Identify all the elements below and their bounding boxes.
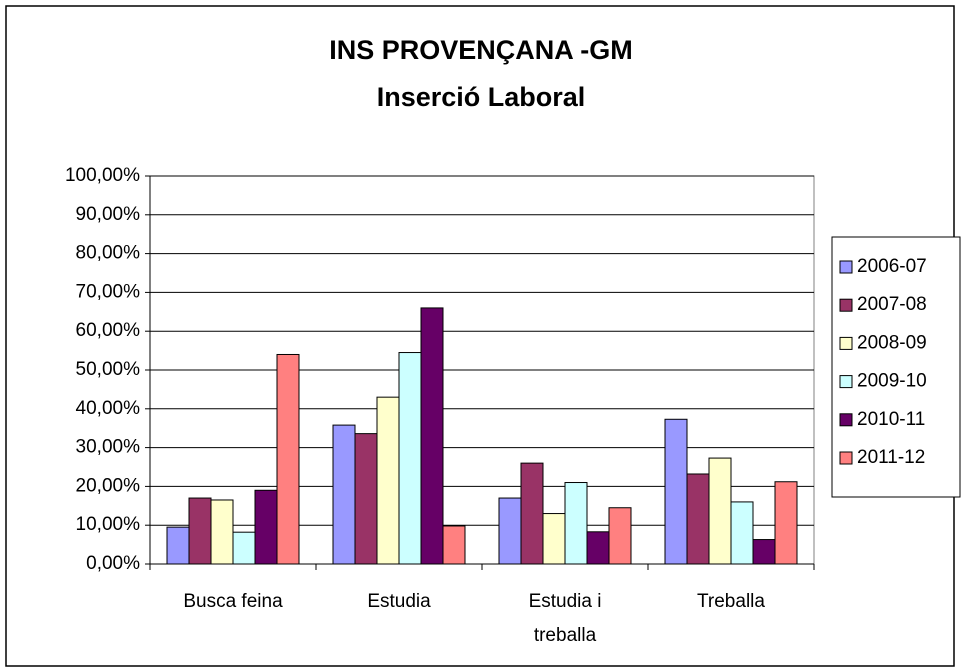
x-tick-label: Estudia i treballa — [529, 591, 602, 646]
legend-swatch — [839, 413, 853, 427]
bar — [188, 497, 212, 565]
y-tick-label: 0,00% — [86, 553, 140, 574]
bar — [564, 482, 588, 565]
y-tick-label: 80,00% — [76, 243, 141, 264]
x-tick-label: Estudia — [367, 591, 431, 612]
legend-label: 2007-08 — [857, 294, 927, 315]
x-tick-label: Treballa — [697, 591, 765, 612]
y-tick-label: 70,00% — [76, 281, 141, 302]
legend-label: 2008-09 — [857, 332, 927, 353]
bar — [730, 501, 754, 565]
bar — [276, 353, 300, 565]
y-tick-label: 100,00% — [65, 165, 140, 186]
bar — [498, 497, 522, 565]
bar — [420, 307, 444, 565]
bar — [332, 424, 356, 565]
bar — [520, 462, 544, 565]
legend-swatch — [839, 375, 853, 389]
bar — [354, 433, 378, 565]
bar — [166, 526, 190, 565]
bar — [752, 539, 776, 565]
y-tick-label: 10,00% — [76, 514, 141, 535]
bar — [708, 457, 732, 565]
bar — [664, 418, 688, 565]
y-tick-label: 50,00% — [76, 359, 141, 380]
chart-subtitle: Inserció Laboral — [377, 82, 586, 112]
y-tick-label: 30,00% — [76, 437, 141, 458]
bar — [686, 473, 710, 565]
bar — [398, 352, 422, 565]
legend-swatch — [839, 298, 853, 312]
legend-label: 2009-10 — [857, 371, 927, 392]
bar — [542, 513, 566, 565]
bar — [608, 507, 632, 565]
legend-label: 2011-12 — [857, 447, 925, 468]
legend-swatch — [839, 451, 853, 465]
x-tick-label: Busca feina — [183, 591, 283, 612]
bar — [210, 499, 234, 565]
bar — [254, 489, 278, 565]
y-tick-label: 20,00% — [76, 475, 141, 496]
y-tick-label: 40,00% — [76, 398, 141, 419]
bar — [376, 396, 400, 565]
chart-title: INS PROVENÇANA -GM — [329, 35, 633, 65]
legend-swatch — [839, 336, 853, 350]
bar — [586, 531, 610, 565]
bar — [774, 481, 798, 565]
legend-box — [831, 236, 961, 498]
y-tick-label: 90,00% — [76, 204, 141, 225]
legend-label: 2010-11 — [857, 409, 925, 430]
bar — [232, 531, 256, 565]
y-tick-label: 60,00% — [76, 320, 141, 341]
legend-swatch — [839, 260, 853, 274]
bar — [442, 525, 466, 565]
legend-label: 2006-07 — [857, 256, 927, 277]
